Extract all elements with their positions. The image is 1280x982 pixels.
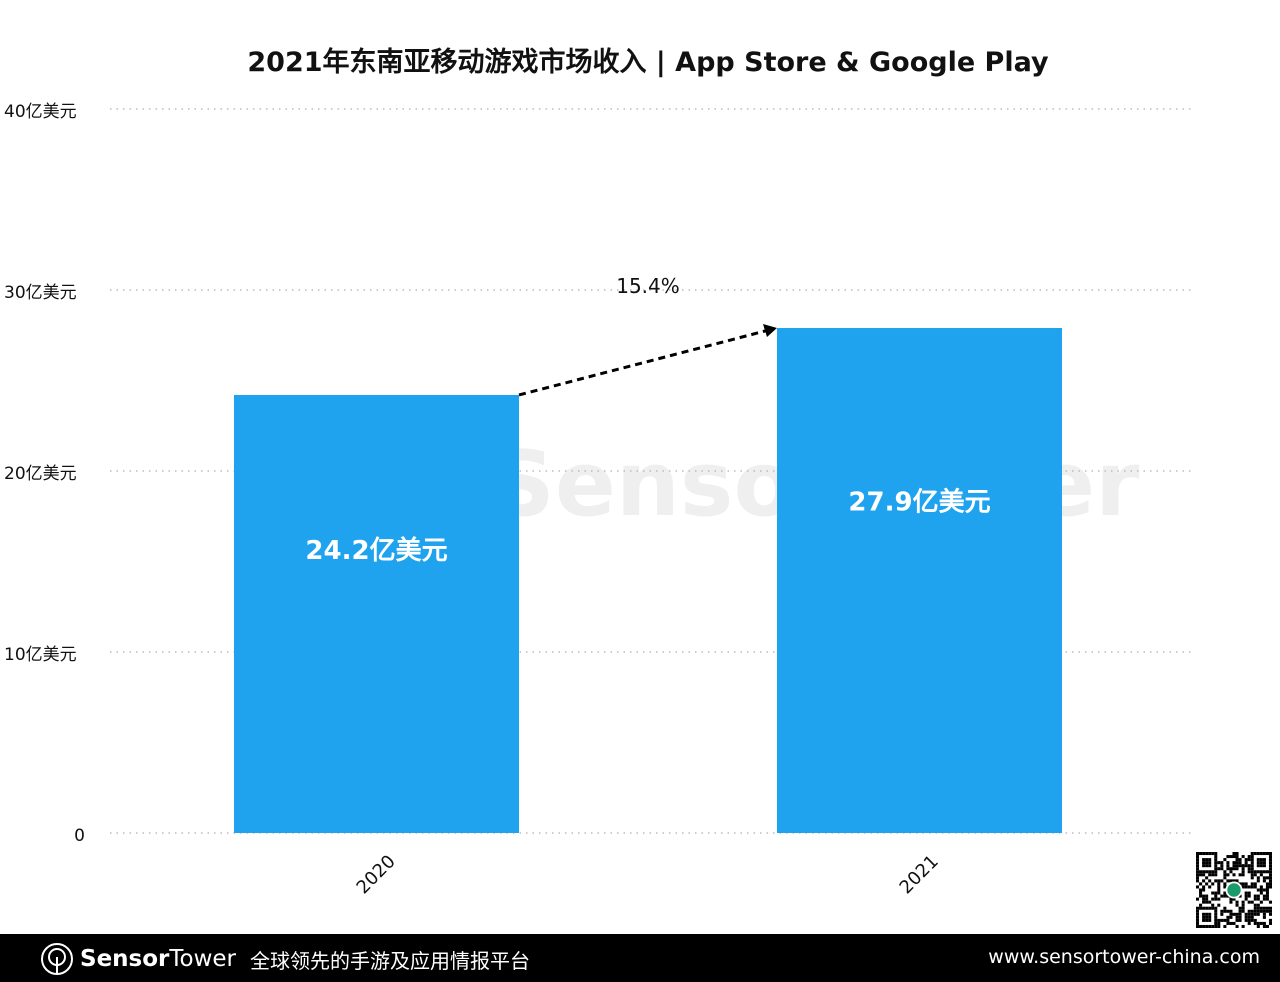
data-label: 24.2亿美元 (305, 535, 447, 566)
growth-label: 15.4% (616, 274, 680, 298)
footer-bar: SensorTower 全球领先的手游及应用情报平台 www.sensortow… (0, 934, 1280, 982)
bar-chart: SensorTower010亿美元20亿美元30亿美元40亿美元24.2亿美元2… (4, 102, 1192, 898)
y-tick-label: 30亿美元 (4, 283, 77, 303)
bar-2021 (777, 328, 1062, 833)
chart-title: 2021年东南亚移动游戏市场收入 | App Store & Google Pl… (247, 47, 1049, 78)
growth-arrow (518, 328, 770, 397)
y-tick-label: 10亿美元 (4, 645, 77, 665)
x-tick-label: 2021 (896, 851, 943, 898)
data-label: 27.9亿美元 (848, 487, 990, 518)
brand-light: Tower (169, 946, 237, 972)
qr-code (1196, 852, 1272, 928)
sensor-tower-icon (41, 943, 73, 975)
y-tick-label: 20亿美元 (4, 464, 77, 484)
arrow-head-icon (763, 324, 777, 338)
y-tick-label: 0 (74, 826, 85, 846)
brand-bold: Sensor (80, 946, 170, 972)
website-link[interactable]: www.sensortower-china.com (988, 946, 1260, 968)
bar-2020 (234, 394, 519, 833)
slogan: 全球领先的手游及应用情报平台 (250, 949, 530, 973)
y-tick-label: 40亿美元 (4, 102, 77, 122)
sensor-tower-logo: SensorTower (40, 942, 236, 976)
x-tick-label: 2020 (353, 851, 400, 898)
